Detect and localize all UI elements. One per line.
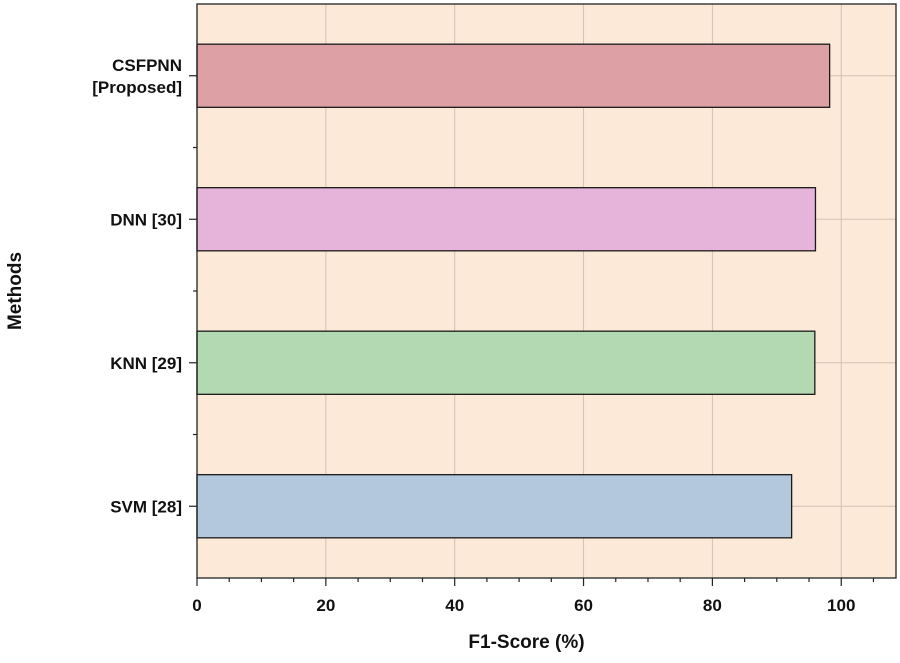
y-category-label: KNN [29] (110, 354, 182, 373)
y-category-label: DNN [30] (110, 210, 182, 229)
y-axis: CSFPNN [Proposed] DNN [30] KNN [29] SVM [28] (92, 56, 197, 516)
bar (196, 187, 817, 252)
x-tick-label: 80 (703, 596, 722, 615)
bar (196, 43, 831, 108)
y-category-label: SVM [28] (110, 497, 182, 516)
bar (196, 474, 793, 539)
bars (196, 43, 831, 539)
y-axis-title: Methods (5, 252, 26, 330)
x-tick-label: 0 (192, 596, 201, 615)
x-tick-label: 20 (316, 596, 335, 615)
y-category-label: [Proposed] (92, 78, 182, 97)
x-tick-label: 60 (574, 596, 593, 615)
x-tick-label: 40 (445, 596, 464, 615)
x-axis-title: F1-Score (%) (468, 632, 584, 653)
bar (196, 330, 816, 395)
x-tick-label: 100 (827, 596, 855, 615)
x-axis: 0 20 40 60 80 100 (192, 578, 875, 615)
y-category-label: CSFPNN (112, 56, 182, 75)
